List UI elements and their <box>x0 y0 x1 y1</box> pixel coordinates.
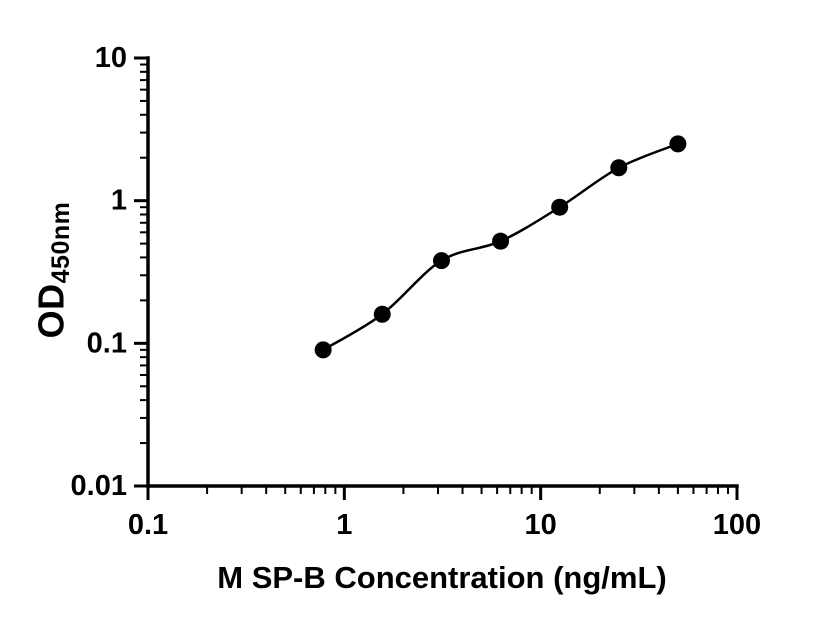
data-point <box>492 232 510 250</box>
y-axis-label-text: OD <box>30 283 72 339</box>
data-point <box>551 198 569 216</box>
y-axis-label: OD450nm <box>30 202 76 339</box>
x-axis-tick-label: 1 <box>336 509 352 541</box>
x-axis-tick-label: 0.1 <box>128 509 168 541</box>
data-point <box>669 135 687 153</box>
x-axis-label: M SP-B Concentration (ng/mL) <box>217 560 667 595</box>
y-axis-label-subscript: 450nm <box>46 201 75 284</box>
y-axis-tick-label: 0.01 <box>71 470 127 502</box>
data-point <box>314 341 332 359</box>
x-axis-tick-label: 10 <box>525 509 557 541</box>
y-axis-tick-label: 1 <box>111 185 127 217</box>
data-point <box>373 305 391 323</box>
data-point <box>610 159 628 177</box>
x-axis-tick-label: 100 <box>713 509 761 541</box>
data-point <box>432 252 450 270</box>
y-axis-tick-label: 10 <box>95 42 127 74</box>
y-axis-tick-label: 0.1 <box>87 327 127 359</box>
